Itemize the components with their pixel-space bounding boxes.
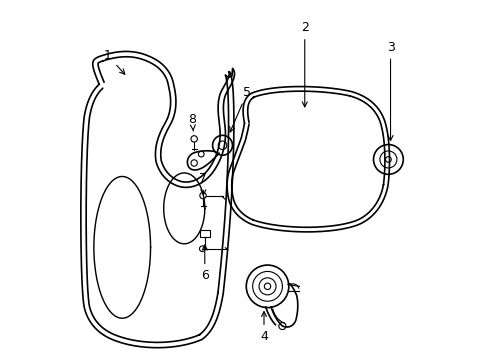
Text: 7: 7 <box>199 172 207 195</box>
Bar <box>200 230 209 237</box>
Text: 8: 8 <box>188 113 196 131</box>
Text: 2: 2 <box>300 21 308 107</box>
Text: 1: 1 <box>104 49 124 74</box>
Text: 6: 6 <box>201 245 208 282</box>
Text: 4: 4 <box>260 312 267 343</box>
Text: 5: 5 <box>229 86 251 132</box>
Text: 3: 3 <box>386 41 394 140</box>
